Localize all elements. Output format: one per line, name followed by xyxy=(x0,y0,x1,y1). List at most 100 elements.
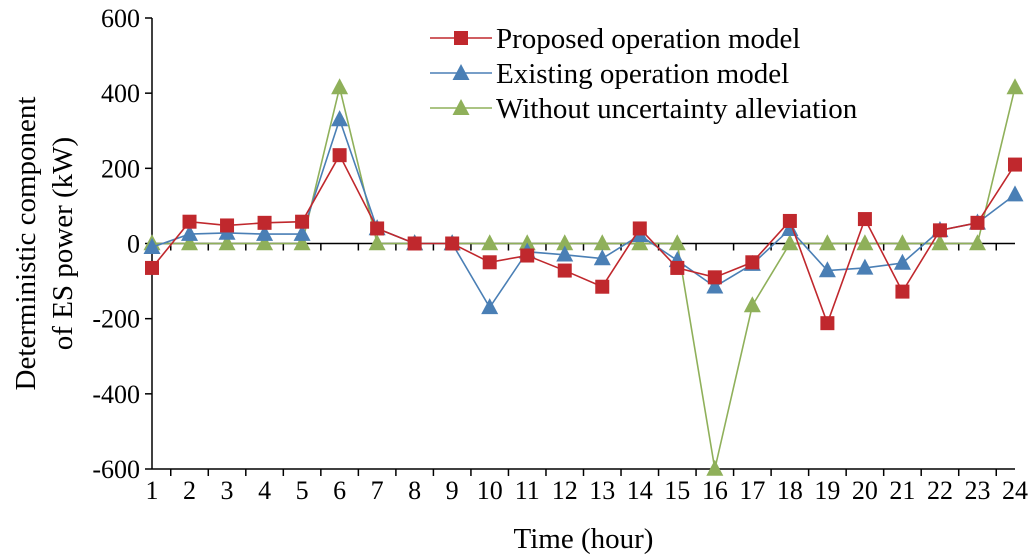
legend-item-1: Proposed operation model xyxy=(430,23,800,55)
x-tick-label: 9 xyxy=(446,476,459,505)
axis-titles: Time (hour) Deterministic component of E… xyxy=(10,97,653,555)
data-point-square xyxy=(970,215,985,230)
data-point-triangle xyxy=(856,234,874,251)
data-point-square xyxy=(595,279,610,294)
y-axis-title-line-2: of ES power (kW) xyxy=(47,137,79,350)
data-point-square xyxy=(932,223,947,238)
x-tick-label: 5 xyxy=(296,476,309,505)
y-tick-label: -600 xyxy=(92,455,140,484)
data-point-triangle xyxy=(181,234,199,251)
series-line xyxy=(151,153,1016,326)
data-point-triangle xyxy=(968,234,986,251)
data-point-square xyxy=(257,215,272,230)
data-point-square xyxy=(295,214,310,229)
series-3 xyxy=(143,78,1024,476)
data-point-triangle xyxy=(593,234,611,251)
data-point-triangle xyxy=(818,261,836,278)
data-point-triangle xyxy=(556,234,574,251)
series-1 xyxy=(145,148,1022,331)
data-point-triangle xyxy=(781,234,799,251)
data-point-triangle xyxy=(556,245,574,262)
x-tick-label: 13 xyxy=(589,476,615,505)
data-point-square xyxy=(145,260,159,275)
x-tick-label: 8 xyxy=(408,476,421,505)
data-point-square xyxy=(332,148,347,163)
x-tick-label: 24 xyxy=(1002,476,1028,505)
x-tick-label: 21 xyxy=(889,476,915,505)
x-tick-label: 2 xyxy=(183,476,196,505)
data-point-square xyxy=(182,214,197,229)
legend-label: Existing operation model xyxy=(496,58,789,90)
data-point-triangle xyxy=(593,249,611,266)
legend-marker-triangle xyxy=(452,99,470,115)
data-point-triangle xyxy=(181,224,199,241)
data-point-square xyxy=(1008,157,1022,172)
data-point-triangle xyxy=(893,253,911,270)
y-tick-label: 0 xyxy=(127,230,140,259)
x-tick-label: 14 xyxy=(627,476,653,505)
data-point-square xyxy=(370,221,385,236)
x-tick-label: 7 xyxy=(371,476,384,505)
y-axis-title-line-1: Deterministic component xyxy=(10,97,42,391)
data-point-square xyxy=(707,270,722,285)
data-point-square xyxy=(557,263,572,278)
x-tick-label: 23 xyxy=(964,476,990,505)
data-point-square xyxy=(857,212,872,227)
data-point-triangle xyxy=(856,258,874,275)
data-point-triangle xyxy=(331,78,349,95)
data-point-triangle xyxy=(631,234,649,251)
y-tick-label: 600 xyxy=(101,4,140,33)
x-tick-label: 19 xyxy=(814,476,840,505)
data-point-triangle xyxy=(1006,185,1024,202)
data-point-triangle xyxy=(368,234,386,251)
data-point-triangle xyxy=(518,234,536,251)
data-point-square xyxy=(895,284,910,299)
series-line xyxy=(151,116,1016,309)
data-point-triangle xyxy=(293,234,311,251)
legend-marker-square xyxy=(454,31,468,45)
data-point-square xyxy=(220,218,235,233)
x-tick-label: 4 xyxy=(258,476,271,505)
data-point-triangle xyxy=(293,224,311,241)
data-point-square xyxy=(745,255,760,270)
x-tick-label: 22 xyxy=(927,476,953,505)
data-point-triangle xyxy=(143,237,161,255)
data-point-square xyxy=(482,255,497,270)
x-tick-label: 11 xyxy=(515,476,540,505)
legend-item-2: Existing operation model xyxy=(430,58,789,90)
data-point-triangle xyxy=(743,296,761,313)
legend-label: Proposed operation model xyxy=(496,23,800,55)
data-point-square xyxy=(407,236,422,251)
data-point-triangle xyxy=(1006,78,1024,95)
data-point-triangle xyxy=(893,234,911,251)
legend-label: Without uncertainty alleviation xyxy=(496,93,858,125)
x-tick-label: 3 xyxy=(221,476,234,505)
data-point-triangle xyxy=(668,234,686,251)
data-point-square xyxy=(632,221,647,236)
x-tick-label: 1 xyxy=(146,476,159,505)
data-point-triangle xyxy=(818,234,836,251)
x-tick-label: 20 xyxy=(852,476,878,505)
data-point-triangle xyxy=(481,298,499,315)
y-tick-label: 200 xyxy=(101,154,140,183)
x-tick-label: 18 xyxy=(777,476,803,505)
data-point-triangle xyxy=(931,234,949,251)
x-tick-label: 17 xyxy=(739,476,765,505)
x-axis-title: Time (hour) xyxy=(514,523,654,555)
data-point-triangle xyxy=(481,234,499,251)
x-tick-label: 12 xyxy=(552,476,578,505)
data-point-triangle xyxy=(256,224,274,241)
data-point-square xyxy=(670,260,685,275)
legend-marker-triangle xyxy=(452,64,470,80)
data-point-square xyxy=(782,213,797,228)
data-point-triangle xyxy=(706,459,724,476)
series-line xyxy=(152,87,1016,470)
data-point-triangle xyxy=(256,234,274,251)
series-2 xyxy=(143,110,1024,315)
y-tick-label: -400 xyxy=(92,380,140,409)
y-tick-label: -200 xyxy=(92,305,140,334)
legend-item-3: Without uncertainty alleviation xyxy=(430,93,858,125)
